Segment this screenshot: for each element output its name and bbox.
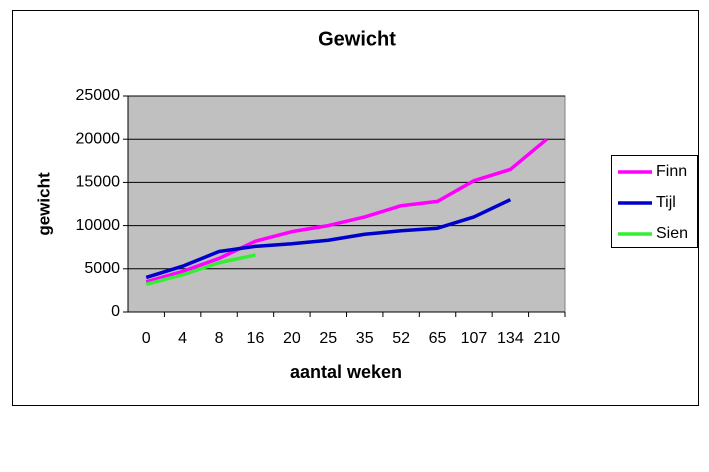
x-tick-label: 210 bbox=[533, 330, 560, 347]
x-tick-label: 134 bbox=[497, 330, 524, 347]
x-tick-label: 8 bbox=[215, 330, 224, 347]
x-tick-label: 4 bbox=[178, 330, 187, 347]
legend-label: Tijl bbox=[656, 194, 676, 211]
y-tick-label: 0 bbox=[111, 303, 120, 320]
x-tick-label: 16 bbox=[247, 330, 265, 347]
y-tick-label: 15000 bbox=[76, 174, 121, 191]
x-tick-label: 52 bbox=[392, 330, 410, 347]
x-tick-label: 25 bbox=[319, 330, 337, 347]
series-line bbox=[145, 253, 256, 287]
x-tick-label: 107 bbox=[461, 330, 488, 347]
y-tick-label: 5000 bbox=[84, 260, 120, 277]
series-line bbox=[145, 137, 548, 284]
x-tick-label: 65 bbox=[429, 330, 447, 347]
x-axis-label: aantal weken bbox=[290, 362, 402, 382]
x-tick-label: 20 bbox=[283, 330, 301, 347]
y-tick-label: 20000 bbox=[76, 130, 121, 147]
series-line bbox=[145, 198, 512, 280]
y-tick-label: 25000 bbox=[76, 87, 121, 104]
legend-label: Sien bbox=[656, 225, 688, 242]
plot-area bbox=[127, 95, 566, 313]
y-tick-label: 10000 bbox=[76, 217, 121, 234]
y-axis-label: gewicht bbox=[34, 172, 53, 236]
chart-title: Gewicht bbox=[318, 28, 396, 50]
x-tick-label: 35 bbox=[356, 330, 374, 347]
legend-label: Finn bbox=[656, 163, 687, 180]
x-tick-label: 0 bbox=[142, 330, 151, 347]
